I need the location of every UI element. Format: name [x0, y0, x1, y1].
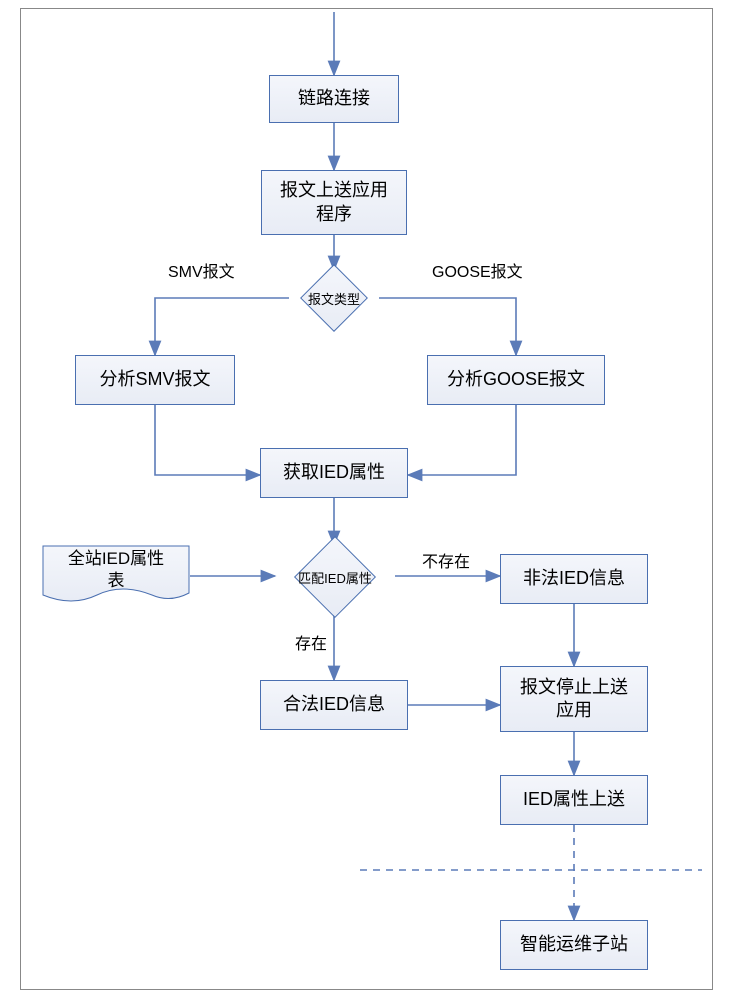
node-msg-type: 报文类型	[289, 270, 379, 326]
node-match: 匹配IED属性	[275, 545, 395, 609]
node-label: 合法IED信息	[283, 693, 385, 716]
node-label: 全站IED属性 表	[68, 548, 164, 592]
node-label: IED属性上送	[523, 788, 625, 811]
edge-label-exist: 存在	[295, 630, 327, 654]
node-attr-up: IED属性上送	[500, 775, 648, 825]
node-smv: 分析SMV报文	[75, 355, 235, 405]
node-label: 报文类型	[308, 289, 360, 308]
flowchart-canvas: 链路连接 报文上送应用 程序 报文类型 分析SMV报文 分析GOOSE报文 获取…	[0, 0, 733, 1000]
node-label: 分析SMV报文	[99, 368, 210, 391]
node-label: 获取IED属性	[283, 461, 385, 484]
edge-label-smv: SMV报文	[168, 258, 235, 282]
node-label: 智能运维子站	[520, 933, 628, 956]
node-stop: 报文停止上送 应用	[500, 666, 648, 732]
outer-frame	[20, 8, 713, 990]
node-illegal: 非法IED信息	[500, 554, 648, 604]
node-link: 链路连接	[269, 75, 399, 123]
edge-label-goose: GOOSE报文	[432, 258, 523, 282]
node-get-attr: 获取IED属性	[260, 448, 408, 498]
node-goose: 分析GOOSE报文	[427, 355, 605, 405]
edge-label-notexist: 不存在	[422, 548, 470, 572]
node-legal: 合法IED信息	[260, 680, 408, 730]
node-attr-table: 全站IED属性 表	[42, 545, 190, 605]
node-label: 非法IED信息	[523, 567, 625, 590]
node-substation: 智能运维子站	[500, 920, 648, 970]
node-label: 匹配IED属性	[298, 568, 372, 587]
node-label: 分析GOOSE报文	[447, 368, 585, 391]
node-label: 链路连接	[298, 87, 370, 110]
node-upload-app: 报文上送应用 程序	[261, 170, 407, 235]
node-label: 报文上送应用 程序	[280, 179, 388, 226]
node-label: 报文停止上送 应用	[520, 676, 628, 723]
